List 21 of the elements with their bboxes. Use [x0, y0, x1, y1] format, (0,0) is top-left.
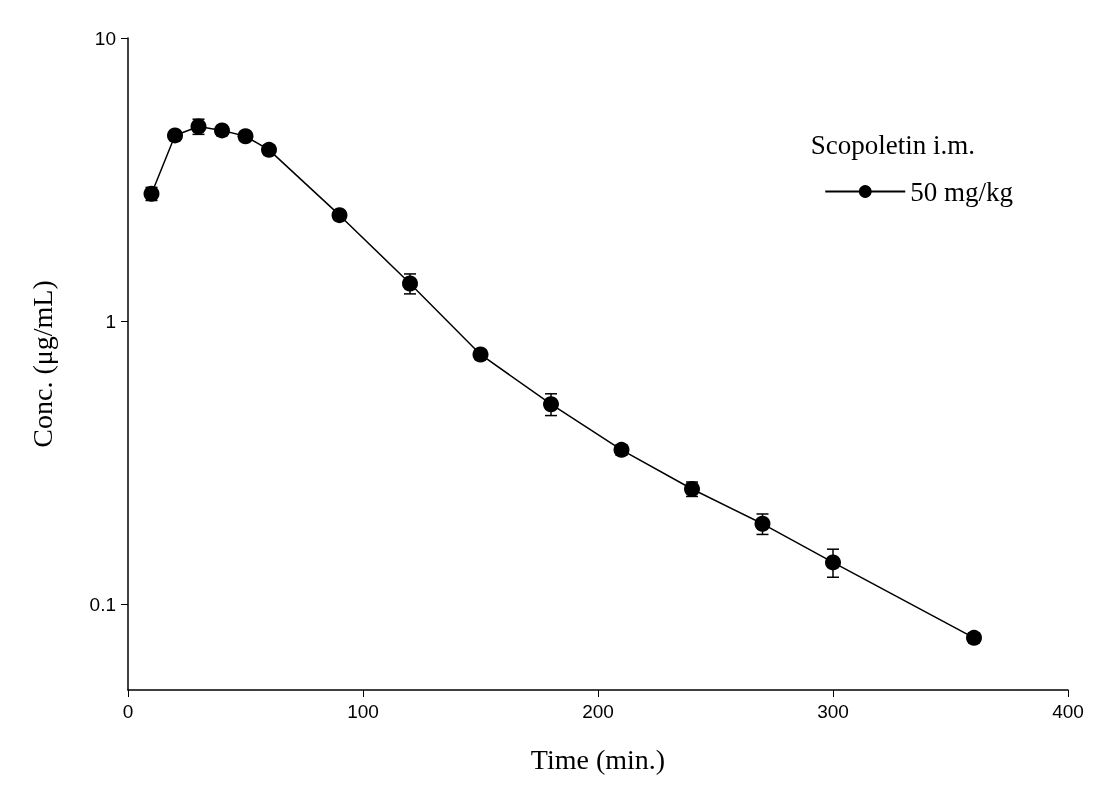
y-axis-title: Conc. (μg/mL) — [26, 280, 58, 448]
point — [237, 128, 254, 145]
point — [214, 122, 230, 139]
x-tick-label: 200 — [582, 701, 614, 722]
point — [825, 554, 841, 571]
point — [543, 396, 559, 413]
point — [754, 515, 771, 532]
y-tick-label: 1 — [105, 310, 116, 332]
y-tick-label: 10 — [94, 27, 116, 49]
point — [966, 629, 982, 646]
legend-title: Scopoletin i.m. — [810, 129, 976, 160]
x-axis-title: Time (min.) — [530, 743, 666, 775]
x-tick-label: 400 — [1052, 701, 1084, 722]
point — [167, 127, 183, 144]
legend-label: 50 mg/kg — [910, 176, 1014, 207]
x-tick-label: 300 — [817, 701, 849, 722]
point — [331, 207, 348, 224]
point — [261, 141, 277, 158]
x-tick-label: 0 — [122, 701, 134, 722]
x-tick-label: 100 — [347, 701, 379, 722]
y-tick-label: 0.1 — [89, 594, 116, 616]
